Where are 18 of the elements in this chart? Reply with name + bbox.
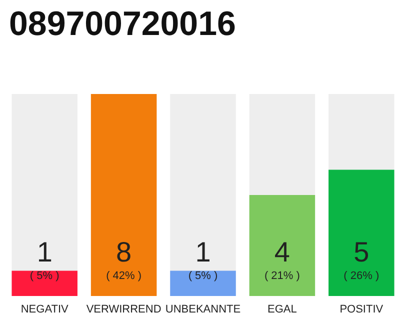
x-tick-label: EGAL <box>268 304 297 316</box>
annotation: ( 42% ) <box>106 270 142 282</box>
annotation: ( 5% ) <box>188 270 218 282</box>
data-label: 8 <box>116 236 132 268</box>
data-label: 1 <box>195 236 211 268</box>
x-tick-label: NEGATIV <box>20 304 69 316</box>
data-label: 4 <box>274 236 290 268</box>
bar <box>12 270 78 296</box>
annotation: ( 5% ) <box>30 270 60 282</box>
x-tick-label: POSITIV <box>340 304 384 316</box>
data-label: 1 <box>36 236 52 268</box>
data-label: 5 <box>354 236 370 268</box>
chart-title: 089700720016 <box>9 5 236 43</box>
x-tick-label: VERWIRREND <box>86 304 162 316</box>
x-tick-label: UNBEKANNTE <box>165 304 241 316</box>
bar <box>170 270 236 296</box>
annotation: ( 26% ) <box>344 270 380 282</box>
annotation: ( 21% ) <box>264 270 300 282</box>
